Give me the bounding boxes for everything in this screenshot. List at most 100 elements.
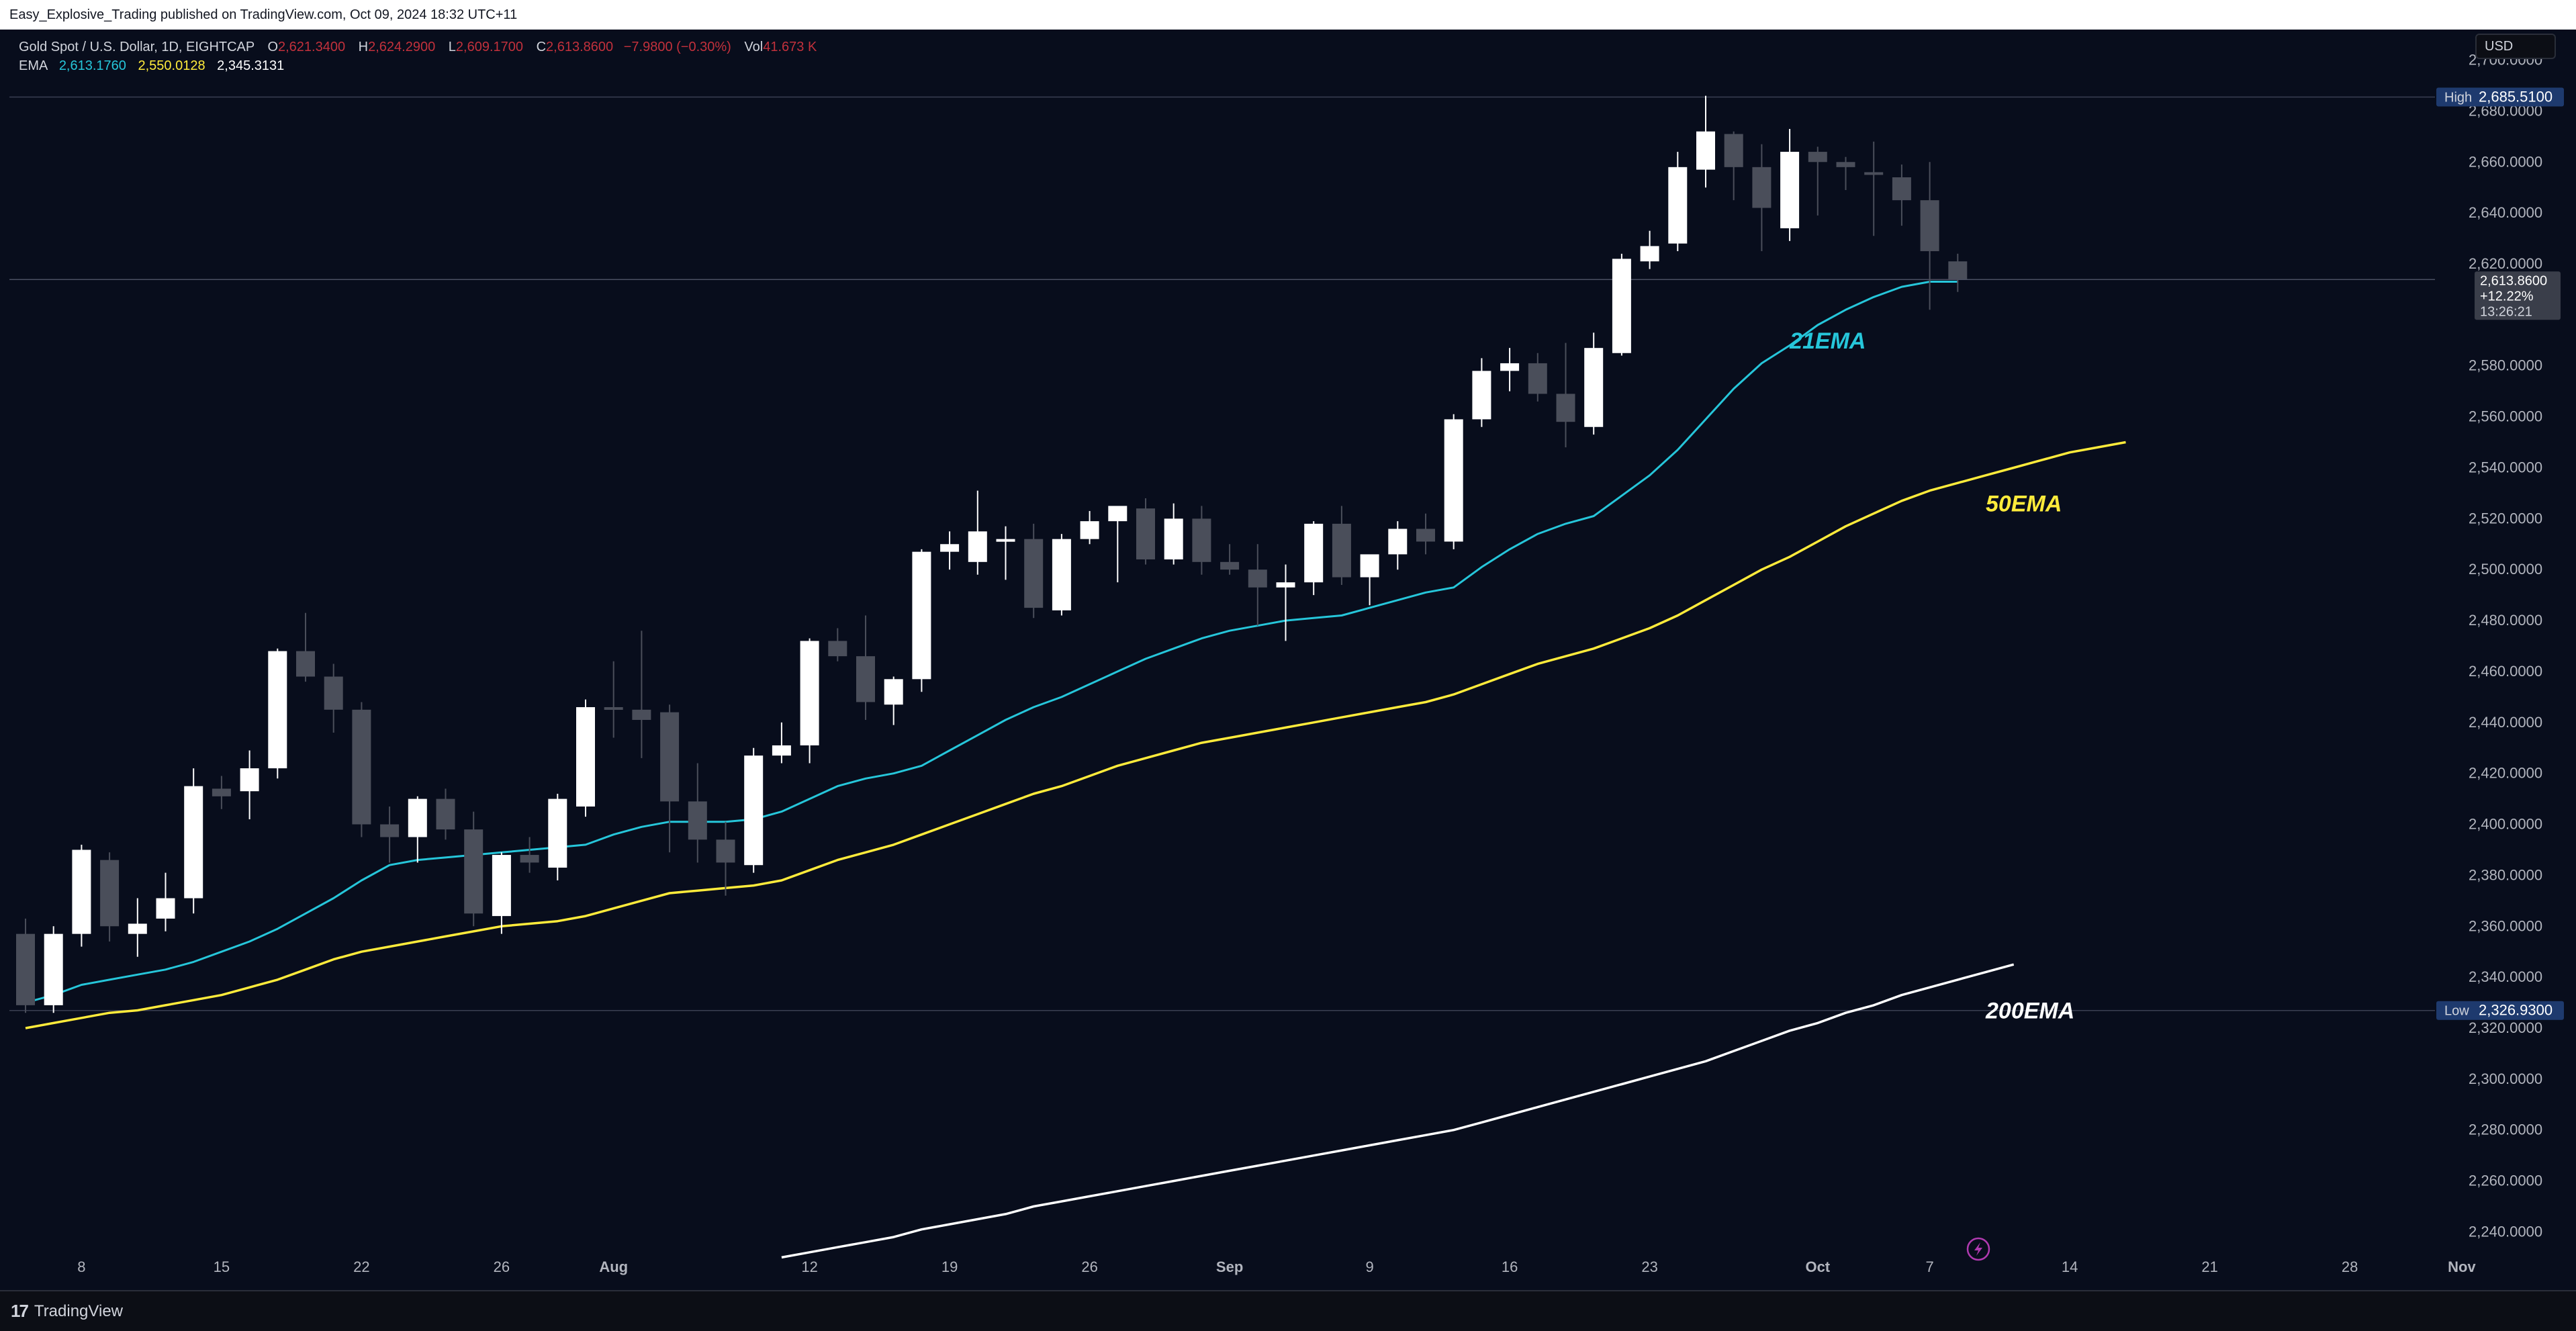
y-tick-label: 2,480.0000 (2469, 612, 2542, 629)
y-tick-label: 2,280.0000 (2469, 1121, 2542, 1138)
ema-legend-row[interactable]: EMA 2,613.1760 2,550.0128 2,345.3131 (19, 56, 817, 75)
candle-body (1668, 167, 1688, 244)
close-value: 2,613.8600 (546, 40, 614, 54)
candle-body (772, 745, 791, 756)
x-tick-label: Oct (1805, 1258, 1830, 1275)
candle-body (380, 824, 400, 837)
ema-line-50ema (25, 441, 2126, 1029)
candle-body (128, 923, 147, 934)
x-tick-label: 22 (353, 1258, 369, 1275)
tradingview-logo[interactable]: 17 TradingView (11, 1301, 123, 1322)
candle-body (1472, 371, 1491, 420)
y-tick-label: 2,320.0000 (2469, 1019, 2542, 1036)
candle-body (1332, 523, 1351, 578)
low-value: 2,609.1700 (455, 40, 524, 54)
candle-body (1416, 529, 1435, 542)
y-tick-label: 2,560.0000 (2469, 408, 2542, 425)
x-tick-label: 15 (214, 1258, 230, 1275)
candle-body (1528, 363, 1547, 394)
candle-body (1780, 152, 1800, 228)
ema-200-value: 2,345.3131 (217, 58, 285, 73)
candle-body (16, 933, 35, 1005)
annotation-200ema: 200EMA (1985, 998, 2074, 1023)
candle-body (324, 676, 343, 710)
candle-body (464, 829, 484, 914)
high-value: 2,624.2900 (368, 40, 436, 54)
y-tick-label: 2,380.0000 (2469, 866, 2542, 883)
last-price-value: 2,613.8600 (2480, 273, 2547, 288)
y-tick-label: 2,260.0000 (2469, 1173, 2542, 1189)
candle-body (408, 798, 427, 837)
candle-body (296, 651, 315, 677)
y-tick-label: 2,520.0000 (2469, 510, 2542, 526)
candle-body (268, 651, 287, 769)
close-label: C (536, 40, 547, 54)
candle-body (968, 531, 987, 562)
candle-body (492, 855, 511, 917)
candle-body (660, 712, 680, 802)
candle-body (1192, 518, 1211, 562)
candle-body (212, 788, 231, 796)
low-label: L (448, 40, 456, 54)
footer-bar: 17 TradingView (0, 1290, 2576, 1331)
ema-label: EMA (19, 58, 48, 73)
symbol-title[interactable]: Gold Spot / U.S. Dollar, 1D, EIGHTCAP (19, 40, 255, 54)
y-tick-label: 2,620.0000 (2469, 255, 2542, 272)
x-tick-label: 28 (2342, 1258, 2358, 1275)
y-tick-label: 2,300.0000 (2469, 1070, 2542, 1087)
y-tick-label: 2,240.0000 (2469, 1223, 2542, 1240)
y-tick-label: 2,640.0000 (2469, 204, 2542, 221)
candlestick-chart[interactable]: 2,240.0000 2,260.0000 2,280.0000 2,300.0000… (0, 30, 2576, 1290)
chart-area[interactable]: 2,240.0000 2,260.0000 2,280.0000 2,300.0000… (0, 30, 2576, 1290)
candle-body (604, 707, 623, 710)
candle-body (856, 656, 875, 702)
candle-body (1864, 172, 1884, 175)
currency-label: USD (2485, 39, 2514, 54)
high-badge-label: High (2444, 90, 2472, 105)
candle-body (884, 679, 903, 705)
candle-body (1444, 419, 1463, 542)
candle-body (184, 786, 203, 899)
candle-body (1584, 348, 1604, 427)
x-tick-label: 19 (941, 1258, 958, 1275)
x-tick-label: Sep (1216, 1258, 1243, 1275)
low-badge-label: Low (2444, 1004, 2469, 1019)
volume-label: Vol (744, 40, 764, 54)
candle-body (1136, 508, 1155, 560)
ohlc-legend-row: Gold Spot / U.S. Dollar, 1D, EIGHTCAP O2… (19, 38, 817, 56)
annotation-50ema: 50EMA (1986, 492, 2062, 517)
chart-legend: Gold Spot / U.S. Dollar, 1D, EIGHTCAP O2… (19, 38, 817, 75)
x-tick-label: Nov (2448, 1258, 2476, 1275)
candle-body (632, 709, 651, 721)
annotation-21ema: 21EMA (1789, 328, 1866, 354)
currency-selector[interactable]: USD (2475, 34, 2556, 59)
candle-body (1920, 200, 1939, 252)
candle-body (828, 641, 847, 657)
x-tick-label: 23 (1641, 1258, 1657, 1275)
ema-line-21ema (25, 281, 1958, 1004)
candle-body (716, 839, 735, 863)
x-tick-label: 14 (2062, 1258, 2078, 1275)
open-value: 2,621.3400 (278, 40, 346, 54)
ema-50-value: 2,550.0128 (138, 58, 205, 73)
candle-body (548, 798, 567, 868)
volume-value: 41.673 K (763, 40, 817, 54)
x-tick-label: 8 (77, 1258, 85, 1275)
event-lightning-icon (1966, 1237, 1990, 1261)
candle-body (100, 860, 120, 927)
y-tick-label: 2,340.0000 (2469, 968, 2542, 985)
candle-body (1836, 162, 1855, 167)
brand-name: TradingView (34, 1301, 123, 1320)
candle-body (1752, 167, 1772, 208)
candle-body (520, 855, 539, 863)
y-tick-label: 2,440.0000 (2469, 714, 2542, 731)
y-tick-label: 2,420.0000 (2469, 765, 2542, 782)
candle-body (1948, 261, 1968, 279)
x-tick-label: 7 (1925, 1258, 1933, 1275)
x-tick-label: Aug (599, 1258, 628, 1275)
candle-body (912, 551, 931, 680)
candle-body (1612, 259, 1631, 353)
candle-body (1500, 363, 1520, 371)
candle-body (1724, 134, 1743, 167)
low-badge-value: 2,326.9300 (2479, 1002, 2552, 1019)
